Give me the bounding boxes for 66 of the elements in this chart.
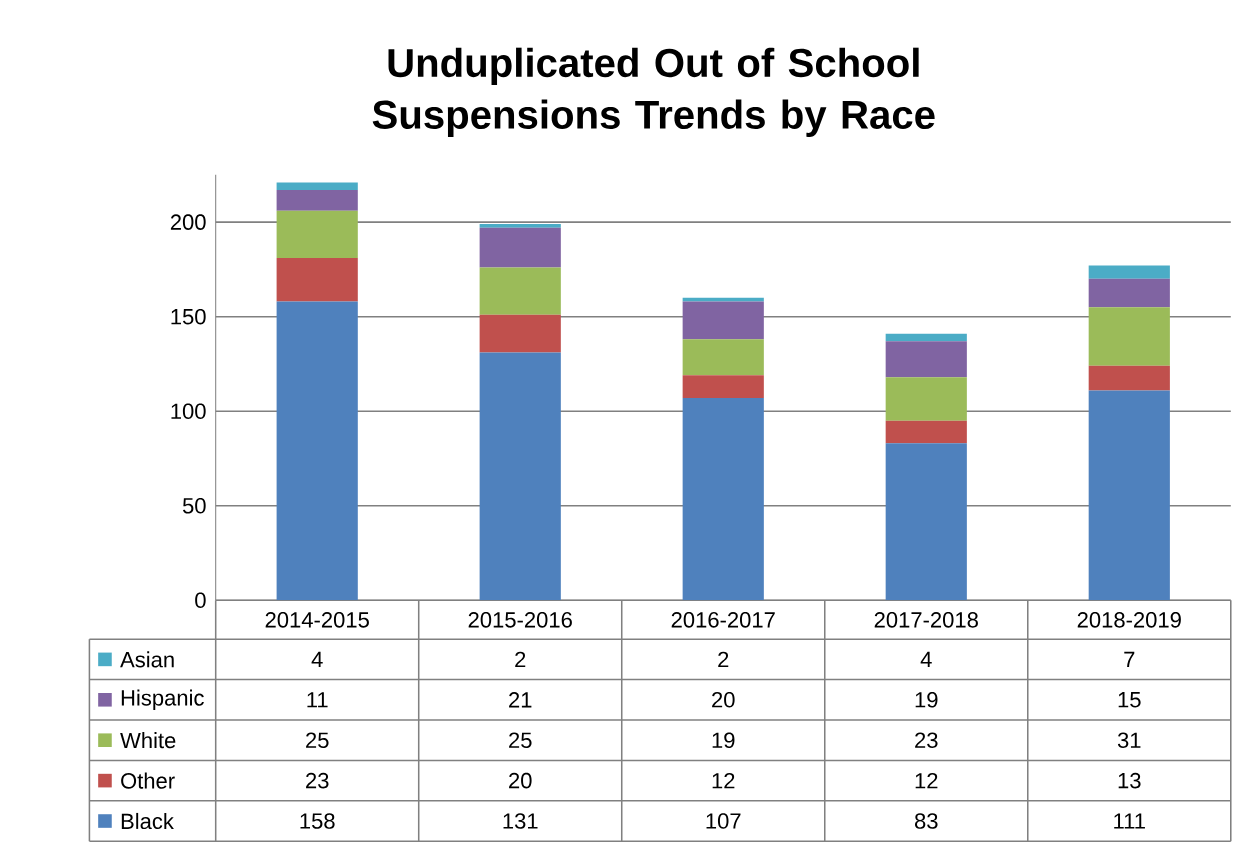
legend-label: White bbox=[120, 732, 176, 749]
bar bbox=[276, 210, 358, 259]
data-label: 13 bbox=[1118, 772, 1141, 789]
bar bbox=[276, 258, 358, 302]
x-tick-label: 2016-2017 bbox=[671, 612, 775, 628]
bar bbox=[479, 224, 561, 228]
bar bbox=[682, 339, 764, 376]
bar bbox=[479, 314, 561, 353]
bar bbox=[885, 420, 967, 444]
y-tick-label: 200 bbox=[170, 214, 206, 230]
bar bbox=[682, 297, 764, 302]
bar bbox=[682, 301, 764, 340]
data-label: 23 bbox=[306, 772, 329, 789]
x-tick-label: 2017-2018 bbox=[874, 612, 978, 628]
y-tick-label: 0 bbox=[195, 592, 206, 609]
data-label: 12 bbox=[915, 772, 938, 789]
data-label: 25 bbox=[306, 732, 329, 748]
bar bbox=[276, 182, 358, 190]
bar bbox=[885, 333, 967, 342]
bar bbox=[1088, 365, 1170, 391]
data-label: 11 bbox=[307, 692, 328, 708]
data-label: 107 bbox=[706, 813, 741, 829]
data-label: 19 bbox=[915, 692, 938, 708]
bar bbox=[479, 227, 561, 268]
data-label: 7 bbox=[1124, 651, 1135, 667]
bar bbox=[885, 377, 967, 421]
data-label: 4 bbox=[311, 651, 323, 667]
bar bbox=[1088, 390, 1170, 601]
bar bbox=[276, 189, 358, 211]
data-label: 15 bbox=[1118, 692, 1141, 708]
bar bbox=[1088, 307, 1170, 366]
data-label: 131 bbox=[503, 813, 538, 829]
data-label: 20 bbox=[712, 692, 735, 708]
data-label: 21 bbox=[509, 692, 532, 708]
bar bbox=[479, 267, 561, 315]
bar bbox=[682, 397, 764, 601]
data-label: 83 bbox=[914, 813, 938, 829]
data-label: 25 bbox=[509, 732, 532, 748]
data-label: 158 bbox=[300, 813, 335, 829]
data-label: 2 bbox=[515, 651, 526, 668]
x-tick-label: 2018-2019 bbox=[1077, 612, 1181, 628]
data-label: 31 bbox=[1117, 732, 1141, 748]
bar bbox=[479, 352, 561, 601]
data-label: 111 bbox=[1114, 813, 1145, 829]
data-label: 23 bbox=[915, 732, 938, 748]
legend-label: Other bbox=[121, 772, 175, 789]
y-tick-label: 100 bbox=[171, 403, 206, 420]
legend-label: Hispanic bbox=[121, 689, 204, 711]
bar bbox=[885, 341, 967, 378]
legend-label: Asian bbox=[120, 651, 174, 668]
bar bbox=[1088, 265, 1170, 279]
bar bbox=[682, 375, 764, 398]
data-label: 12 bbox=[712, 772, 735, 789]
bar bbox=[885, 443, 967, 601]
bar bbox=[1088, 278, 1170, 308]
x-tick-label: 2015-2016 bbox=[468, 612, 572, 628]
data-label: 2 bbox=[718, 651, 729, 668]
data-label: 20 bbox=[509, 772, 532, 789]
legend-label: Black bbox=[121, 812, 174, 830]
data-label: 19 bbox=[712, 732, 735, 748]
y-tick-label: 50 bbox=[182, 497, 206, 514]
x-tick-label: 2014-2015 bbox=[265, 612, 369, 628]
y-tick-label: 150 bbox=[171, 308, 206, 325]
bar bbox=[276, 301, 358, 601]
data-label: 4 bbox=[920, 651, 932, 667]
chart-title: Unduplicated Out of School Suspensions Trends by Race bbox=[372, 47, 935, 137]
